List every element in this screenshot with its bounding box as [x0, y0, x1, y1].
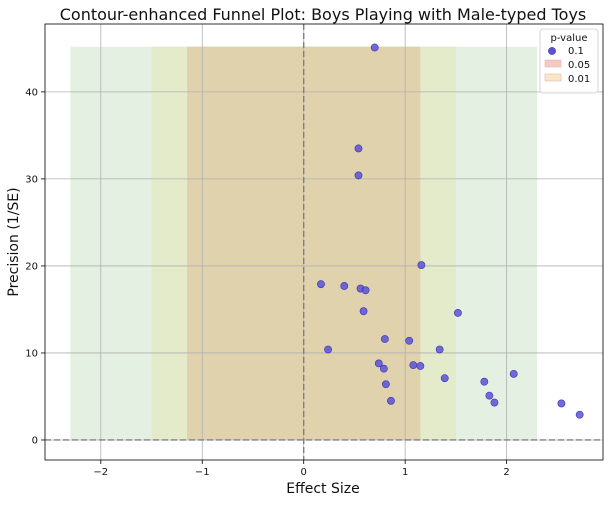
data-point [340, 282, 349, 290]
data-point [324, 345, 332, 354]
data-point [405, 336, 414, 345]
data-point [485, 391, 494, 400]
data-point [354, 171, 363, 180]
data-point [381, 380, 390, 389]
data-point [359, 307, 368, 316]
data-point [380, 335, 389, 343]
x-axis-label: Effect Size [286, 481, 359, 497]
y-tick-label: 0 [32, 435, 38, 446]
data-point [575, 410, 584, 419]
data-point [370, 43, 379, 52]
plot-frame [44, 23, 604, 461]
data-point [557, 399, 566, 408]
data-point [387, 396, 395, 405]
y-tick-label: 20 [25, 261, 38, 272]
legend-patch-1 [544, 59, 562, 68]
x-tick-label: −2 [93, 467, 108, 478]
x-tick-label: 1 [402, 467, 408, 478]
data-point [435, 345, 444, 354]
y-tick-label: 10 [25, 348, 38, 359]
x-tick-label: −1 [195, 467, 210, 478]
data-point [417, 261, 426, 269]
legend-patch-2 [544, 73, 562, 82]
data-point [354, 144, 363, 153]
y-axis-label: Precision (1/SE) [6, 187, 22, 296]
data-point [490, 398, 499, 407]
legend-label-2: 0.01 [568, 74, 590, 85]
x-tick-label: 2 [503, 467, 509, 478]
legend-title: p-value [550, 33, 587, 44]
data-point [454, 309, 462, 317]
data-point [509, 369, 518, 378]
chart-title: Contour-enhanced Funnel Plot: Boys Playi… [60, 5, 587, 24]
data-point [409, 361, 418, 370]
legend-label-0: 0.1 [568, 46, 584, 57]
y-tick-label: 40 [25, 87, 38, 98]
data-point [379, 364, 388, 373]
y-tick-label: 30 [25, 174, 38, 185]
legend-label-1: 0.05 [568, 60, 590, 71]
data-point [361, 286, 370, 295]
data-point [374, 359, 383, 368]
x-tick-label: 0 [301, 467, 307, 478]
data-point [317, 280, 325, 289]
data-point [440, 374, 449, 383]
legend-marker-0 [548, 47, 556, 55]
data-point [416, 362, 425, 370]
data-point [480, 377, 489, 386]
